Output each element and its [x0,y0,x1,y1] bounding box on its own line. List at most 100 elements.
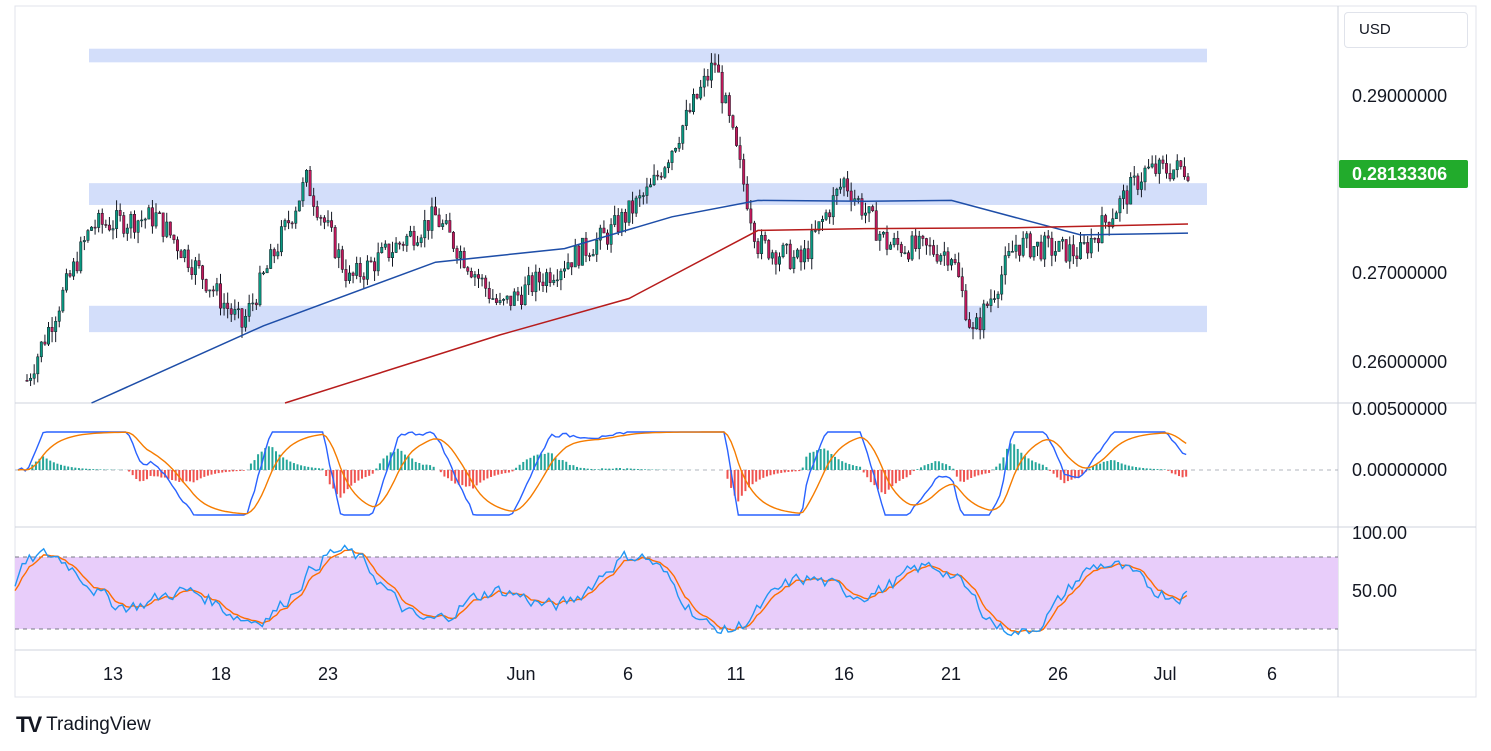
candle-body-31 [136,220,140,233]
candle-body-74 [290,222,294,225]
candle-body-135 [509,295,513,306]
time-tick-label: Jun [506,664,535,684]
candle-body-70 [276,251,280,257]
candle-body-32 [140,219,144,222]
candle-body-196 [727,95,731,116]
candle-body-266 [978,317,982,331]
candle-body-290 [1064,239,1068,262]
candle-body-279 [1025,233,1029,239]
candle-body-222 [821,219,824,222]
candle-body-223 [824,212,828,220]
candle-body-275 [1010,251,1014,253]
macd-pane[interactable] [15,431,1338,516]
candle-body-287 [1053,251,1057,256]
candle-body-14 [75,261,79,272]
candle-body-16 [82,240,86,243]
candle-body-59 [236,308,240,311]
candle-body-261 [960,276,964,291]
candle-body-176 [656,174,660,177]
candle-body-185 [688,109,692,113]
candle-body-145 [545,272,549,286]
candle-body-212 [785,243,789,246]
candle-body-113 [430,206,434,231]
candle-body-232 [856,198,860,200]
candle-body-76 [297,200,301,212]
candle-body-175 [652,174,656,186]
candle-body-195 [724,95,728,104]
candle-body-109 [416,242,420,246]
candle-body-315 [1154,163,1158,174]
currency-selector[interactable]: USD [1344,12,1468,48]
candle-body-278 [1021,237,1025,256]
candle-body-79 [308,169,312,197]
candle-body-3 [36,356,40,375]
candle-body-172 [641,195,645,197]
candle-body-314 [1150,163,1154,168]
candle-body-45 [186,249,190,268]
price-pane[interactable] [25,48,1207,404]
candle-body-41 [172,234,176,241]
candle-body-39 [165,221,169,237]
candle-body-188 [699,86,703,99]
tradingview-brand[interactable]: TV TradingView [16,712,151,738]
candle-body-149 [559,270,563,281]
candle-body-170 [634,197,638,214]
candle-body-66 [262,272,265,275]
candle-body-42 [176,239,179,252]
candle-body-96 [369,260,373,263]
candle-body-234 [864,212,867,216]
candle-body-64 [254,302,258,306]
candle-body-173 [645,186,649,196]
candle-body-182 [677,143,681,149]
candle-body-225 [831,195,835,218]
candle-body-299 [1096,238,1100,244]
candle-body-235 [867,206,871,214]
candle-body-236 [871,206,875,211]
candle-body-88 [340,249,344,270]
chart-frame [14,5,1477,698]
candle-body-210 [778,256,781,265]
candle-body-177 [659,175,663,178]
candle-body-307 [1125,190,1129,205]
macd-signal-line [17,431,1187,515]
candle-body-183 [681,125,685,144]
candle-body-57 [229,308,233,315]
candle-body-277 [1018,244,1022,256]
candle-body-25 [115,210,119,229]
candle-body-284 [1043,235,1047,260]
candle-body-139 [523,284,527,306]
rsi-pane[interactable] [14,544,1338,637]
candle-body-142 [534,271,538,293]
candle-body-61 [244,316,248,328]
candle-body-208 [770,252,774,259]
candle-body-144 [541,281,545,286]
candle-body-93 [358,263,362,277]
candle-body-77 [301,182,305,202]
candle-body-105 [401,243,405,246]
candle-body-214 [792,256,796,269]
last-price-value: 0.28133306 [1352,164,1448,184]
candle-body-17 [86,230,90,241]
candle-body-201 [745,183,749,210]
candle-body-189 [702,75,706,88]
candle-body-147 [552,279,556,283]
candle-body-46 [190,267,194,275]
candle-body-313 [1147,166,1151,169]
candle-body-294 [1079,242,1082,259]
candle-body-322 [1179,160,1183,167]
candle-body-269 [989,298,993,306]
candle-body-283 [1039,241,1043,260]
candle-body-80 [312,195,316,207]
macd-tick-label: 0.00500000 [1352,399,1447,419]
candle-body-9 [57,310,61,322]
candle-body-274 [1007,251,1011,256]
candle-body-309 [1132,175,1136,178]
candle-body-28 [125,227,129,234]
candle-body-13 [72,261,76,277]
candle-body-50 [204,279,208,292]
candle-body-323 [1182,166,1186,177]
candle-body-272 [1000,274,1004,295]
candle-body-167 [623,211,627,223]
candle-body-95 [365,260,369,280]
